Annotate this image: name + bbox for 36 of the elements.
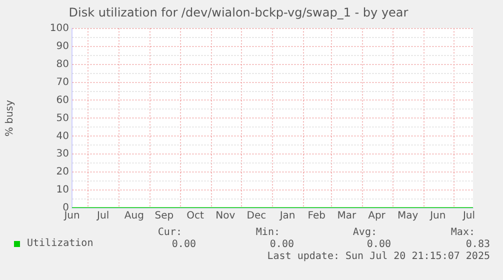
x-tick-label: Jun xyxy=(63,210,80,222)
y-tick-label: 60 xyxy=(56,94,69,106)
x-tick-label: Sep xyxy=(154,210,174,222)
y-tick-label: 10 xyxy=(56,184,69,196)
legend-label: Utilization xyxy=(27,238,94,249)
x-tick-label: Jul xyxy=(462,210,476,222)
y-tick-label: 40 xyxy=(56,130,69,142)
y-axis-title: % busy xyxy=(4,100,16,136)
y-tick-label: 20 xyxy=(56,166,69,178)
y-tick-label: 30 xyxy=(56,148,69,160)
text: 0.00 xyxy=(366,239,391,250)
x-tick-label: Aug xyxy=(124,210,144,222)
x-tick-label: Jan xyxy=(278,210,296,222)
text: 0.83 xyxy=(466,239,490,250)
y-tick-label: 50 xyxy=(56,112,69,124)
x-tick-label: Feb xyxy=(308,210,326,222)
text: 0.00 xyxy=(270,239,294,250)
y-tick-label: 70 xyxy=(56,76,69,88)
x-tick-label: Dec xyxy=(246,210,266,222)
y-tick-label: 100 xyxy=(50,22,69,34)
x-tick-label: Mar xyxy=(337,210,358,222)
text: Min: xyxy=(256,227,280,238)
x-tick-label: Jul xyxy=(96,210,110,222)
text: Avg: xyxy=(352,227,377,238)
text: Last update: Sun Jul 20 21:15:07 2025 xyxy=(267,251,490,262)
y-tick-label: 90 xyxy=(56,40,69,52)
text: Max: xyxy=(450,227,475,238)
x-tick-label: Nov xyxy=(216,210,236,222)
y-tick-label: 80 xyxy=(56,58,69,70)
x-tick-label: Jun xyxy=(429,210,446,222)
x-tick-label: Oct xyxy=(186,210,204,222)
chart-title: Disk utilization for /dev/wialon-bckp-vg/swap_1 - by year xyxy=(68,5,408,20)
text: Cur: xyxy=(158,227,182,238)
x-tick-label: Apr xyxy=(368,210,386,222)
text: 0.00 xyxy=(172,239,196,250)
x-tick-label: May xyxy=(397,210,418,222)
